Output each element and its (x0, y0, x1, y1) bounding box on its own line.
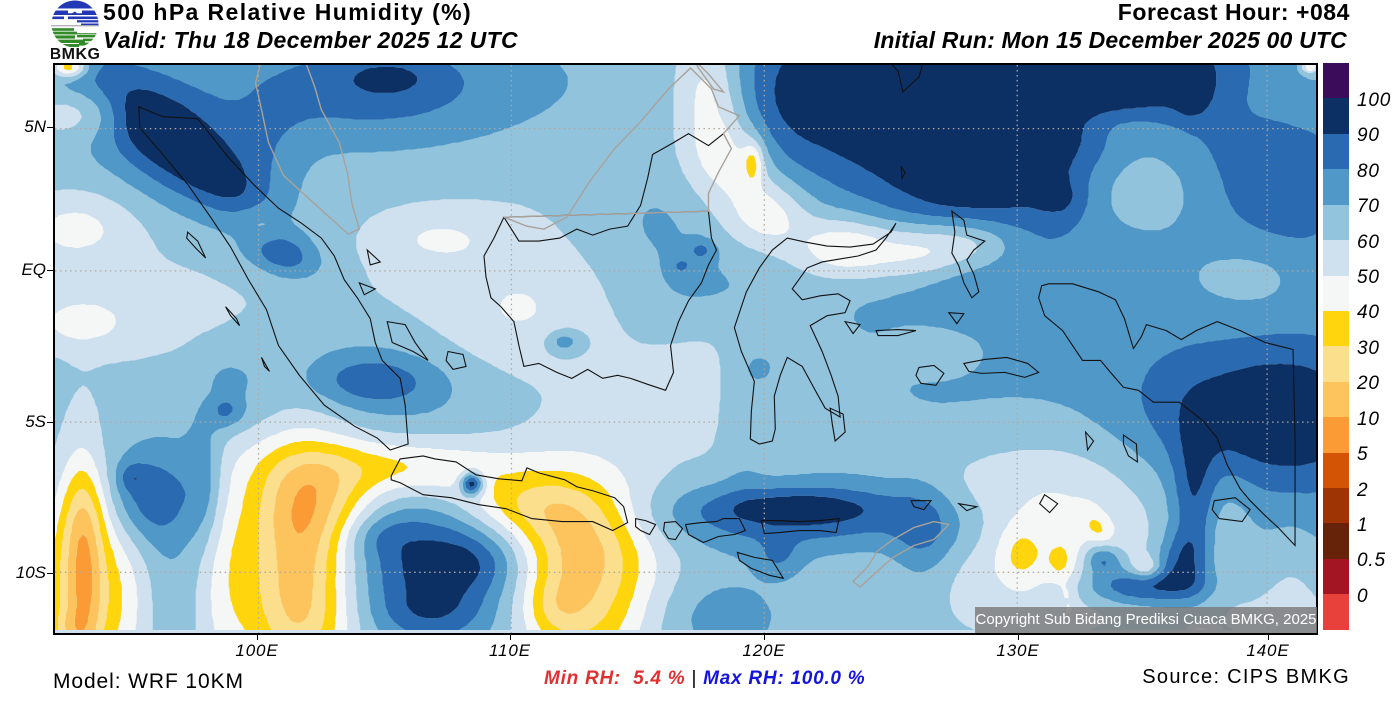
svg-text:BMKG: BMKG (51, 46, 100, 62)
